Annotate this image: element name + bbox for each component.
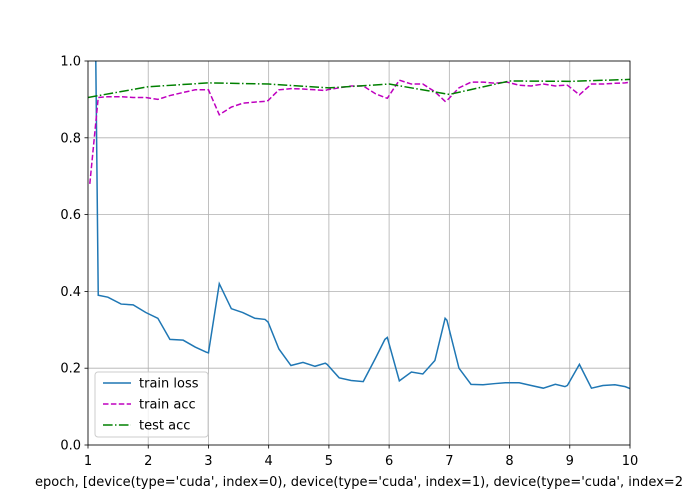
x-tick-label: 10: [622, 454, 639, 469]
x-tick-label: 2: [144, 454, 152, 469]
legend-label: train loss: [139, 377, 199, 392]
series-line: [88, 78, 630, 99]
plot-lines: [88, 61, 630, 390]
series-line: [89, 79, 630, 184]
legend-label: train acc: [139, 398, 196, 413]
axes-frame: [87, 60, 631, 446]
y-tick-label: 1.0: [60, 55, 81, 70]
x-tick-label: 5: [325, 454, 333, 469]
y-tick-label: 0.6: [60, 208, 81, 223]
x-tick-label: 8: [505, 454, 513, 469]
legend-label: test acc: [139, 419, 190, 434]
y-tick-label: 0.4: [60, 285, 81, 300]
legend-box: [94, 371, 209, 438]
x-tick-label: 7: [445, 454, 453, 469]
x-tick-label: 3: [204, 454, 212, 469]
x-tick-label: 9: [566, 454, 574, 469]
y-tick-label: 0.2: [60, 362, 81, 377]
y-tick-label: 0.0: [60, 439, 81, 454]
series-line: [95, 61, 630, 390]
x-tick-label: 1: [84, 454, 92, 469]
x-tick-label: 6: [385, 454, 393, 469]
y-tick-label: 0.8: [60, 131, 81, 146]
x-tick-label: 4: [265, 454, 273, 469]
x-axis-label: epoch, [device(type='cuda', index=0), de…: [35, 475, 683, 490]
